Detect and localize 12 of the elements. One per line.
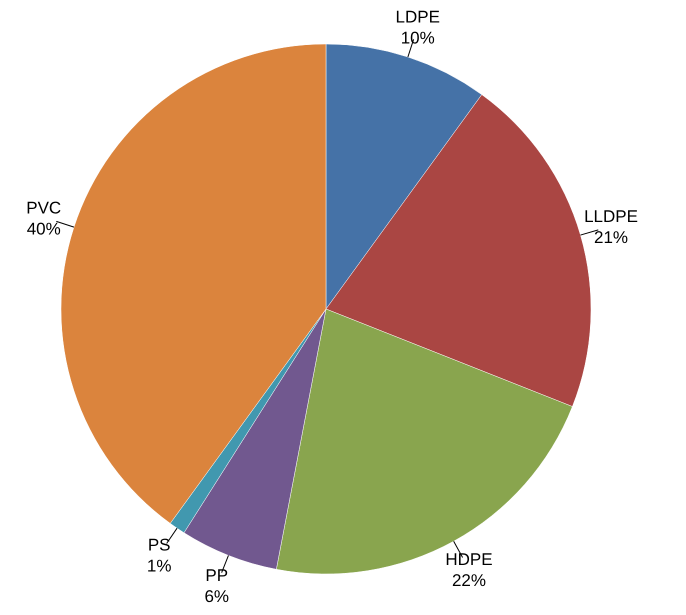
data-label: 21% <box>594 228 628 248</box>
slice-label: PS <box>148 535 171 554</box>
data-label: 1% <box>146 556 172 576</box>
slice-label: HDPE <box>445 550 493 570</box>
slice-label: PVC <box>26 198 62 218</box>
data-label: 22% <box>452 571 486 590</box>
slice-label: PP <box>205 566 228 585</box>
data-label: 40% <box>26 219 61 238</box>
data-label: 6% <box>204 586 230 606</box>
data-label: 10% <box>400 28 435 48</box>
slice-label: LDPE <box>396 8 440 27</box>
slice-label: LLDPE <box>584 207 638 226</box>
